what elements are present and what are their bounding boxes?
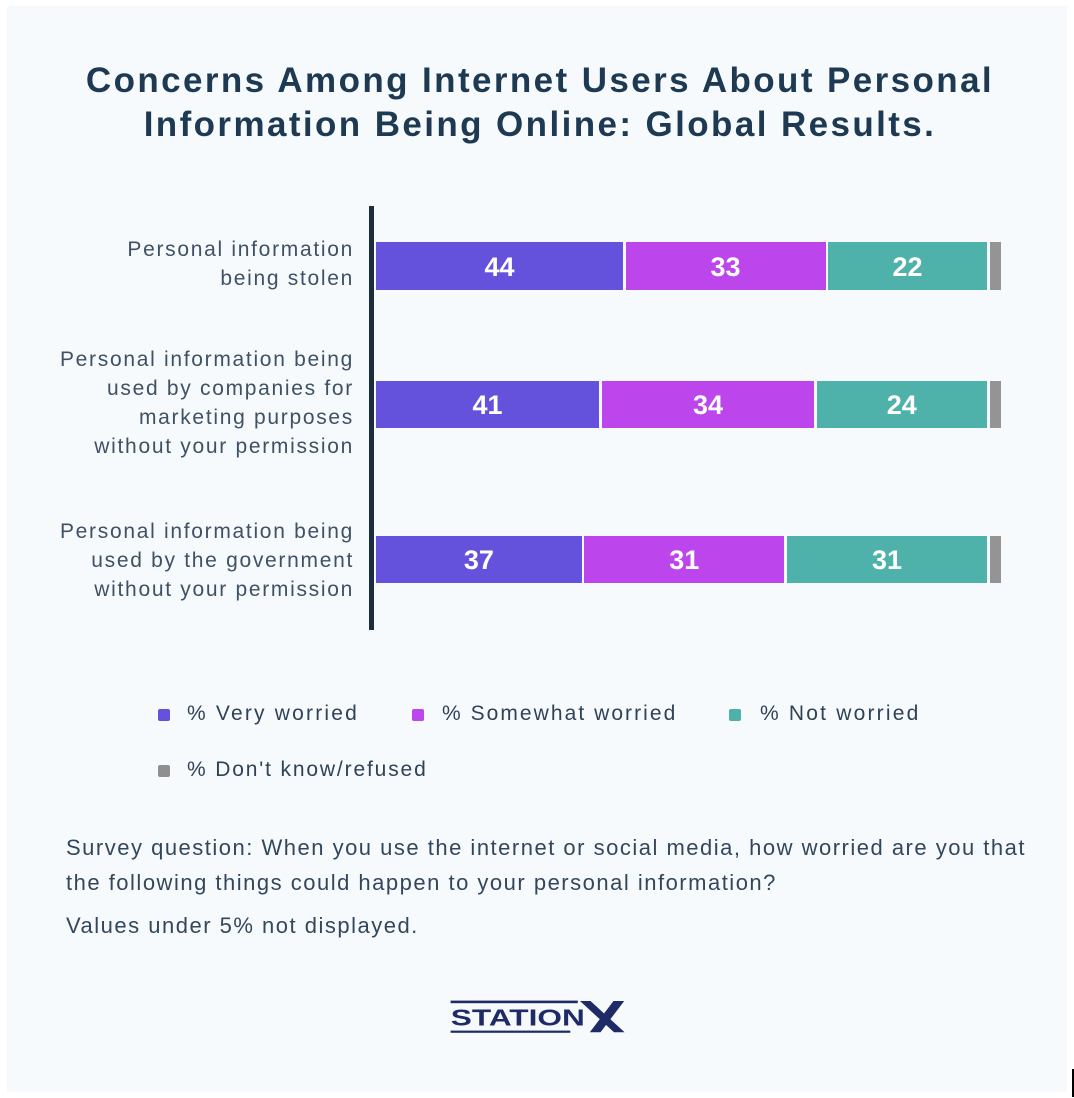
- svg-text:STATION: STATION: [451, 1005, 585, 1031]
